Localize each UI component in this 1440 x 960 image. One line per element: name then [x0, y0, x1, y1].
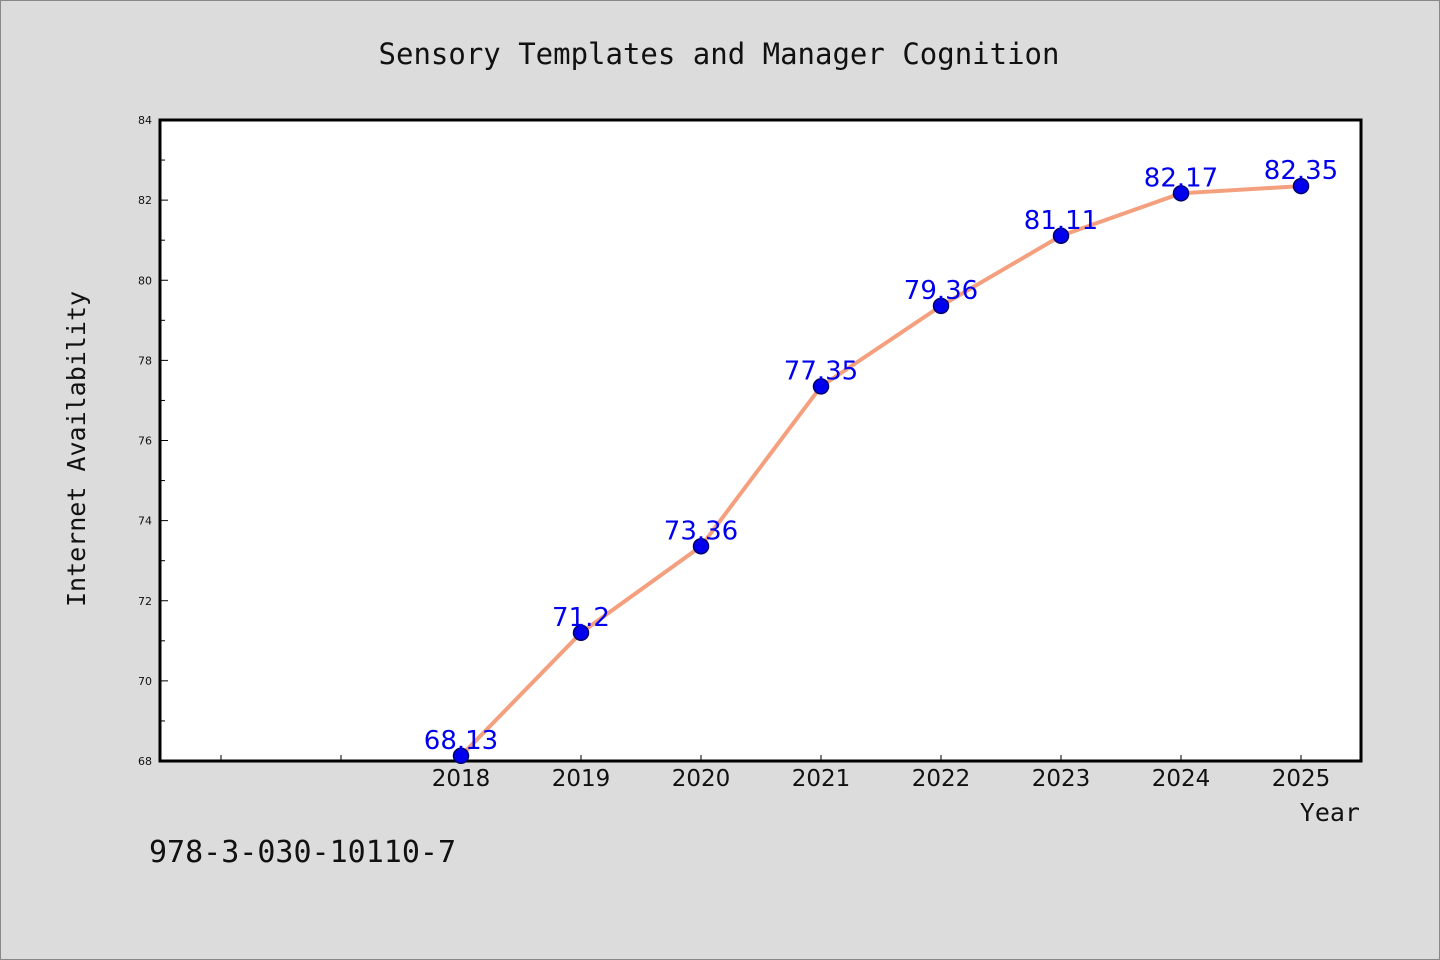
data-point-2024	[1172, 185, 1190, 202]
data-point-2019	[572, 624, 590, 642]
chart-title: Sensory Templates and Manager Cognition	[379, 37, 1060, 71]
data-label-2021: 77.35	[784, 356, 858, 386]
data-label-2024: 82.17	[1144, 163, 1218, 193]
data-label-2018: 68.13	[424, 726, 498, 756]
plot-area	[158, 118, 1363, 763]
data-label-2022: 79.36	[904, 276, 978, 306]
data-point-2018	[452, 747, 470, 765]
data-point-2021	[812, 378, 830, 395]
data-label-2020: 73.36	[664, 516, 738, 546]
series-line-group	[459, 184, 1303, 758]
data-point-2025	[1292, 177, 1310, 195]
x-tick-label-2021: 2021	[792, 766, 851, 792]
data-point-2022	[932, 297, 950, 315]
x-tick-label-2018: 2018	[432, 766, 491, 792]
x-tick-label-2022: 2022	[912, 766, 971, 792]
x-tick-label-2024: 2024	[1152, 766, 1211, 792]
data-label-2019: 71.2	[552, 603, 610, 633]
data-point-2020	[692, 538, 710, 555]
y-tick-label: 82	[138, 194, 152, 207]
y-tick-label: 84	[138, 114, 152, 127]
y-tick-label: 72	[138, 595, 152, 608]
y-axis-label: Internet Availability	[62, 291, 91, 607]
x-axis-label: Year	[1300, 798, 1360, 827]
x-tick-label-2019: 2019	[552, 766, 611, 792]
data-labels: 68.13 71.2 73.36 77.35 79.36 81.11 82.17 82.35	[424, 156, 1338, 756]
y-tick-label: 78	[138, 354, 152, 367]
y-tick-label: 68	[138, 755, 152, 768]
y-tick-label: 76	[138, 435, 152, 448]
x-tick-label-2025: 2025	[1272, 766, 1331, 792]
series-line	[459, 184, 1303, 758]
data-label-2025: 82.35	[1264, 156, 1338, 186]
data-point-2023	[1052, 227, 1070, 245]
y-tick-label: 74	[138, 515, 152, 528]
series-markers	[452, 177, 1310, 765]
x-axis: 2018 2019 2020 2021 2022 2023 2024 2025	[220, 755, 1331, 792]
footer-code: 978-3-030-10110-7	[149, 835, 457, 870]
x-tick-label-2023: 2023	[1032, 766, 1091, 792]
y-tick-label: 80	[138, 274, 152, 287]
y-tick-label: 70	[138, 675, 152, 688]
y-axis: 68 70 72 74 76 78 80 82 84	[138, 114, 168, 768]
x-tick-label-2020: 2020	[672, 766, 731, 792]
data-label-2023: 81.11	[1024, 206, 1098, 236]
